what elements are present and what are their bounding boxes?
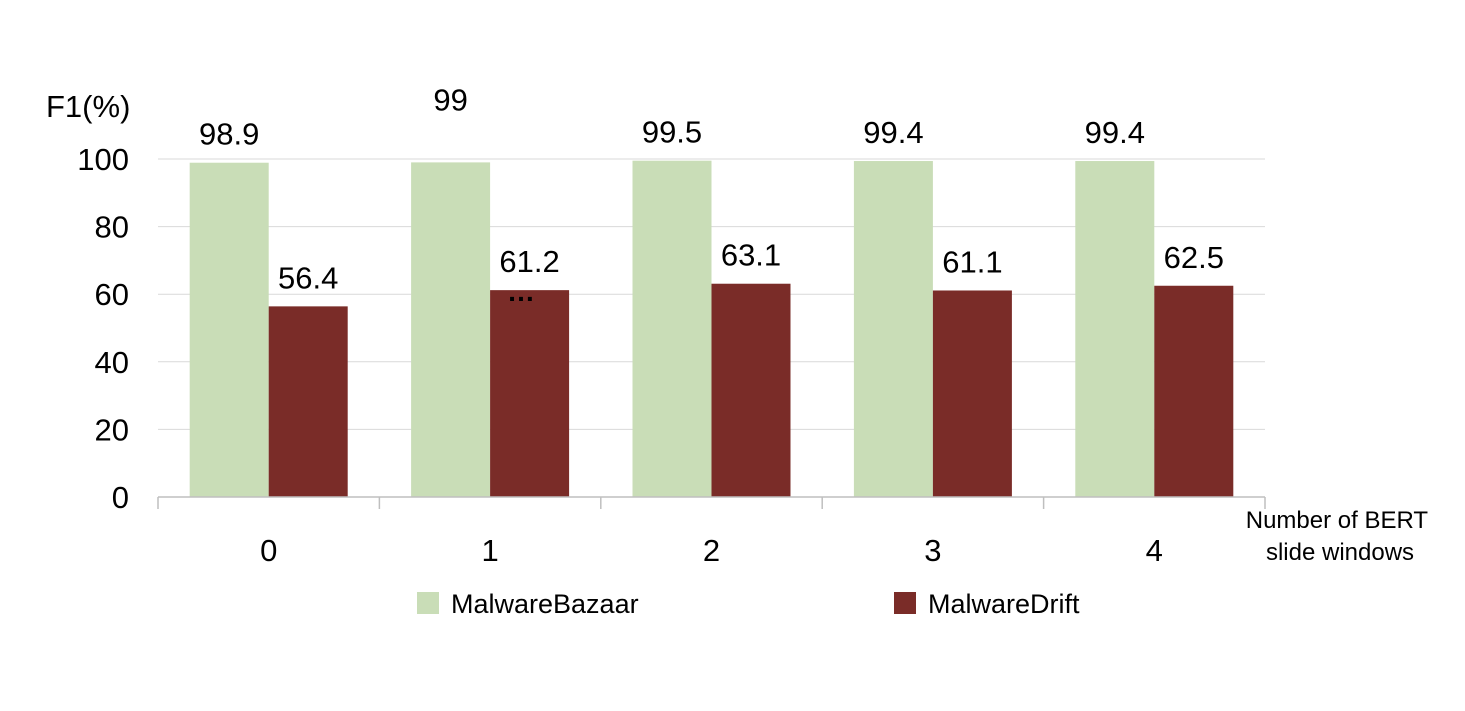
data-label: 99.4 — [863, 115, 923, 150]
data-labels: 98.9 99 99.5 99.4 99.4 56.4 61.2 63.1 61.1 62.5 — [199, 82, 1224, 295]
bar — [632, 160, 712, 497]
legend-label: MalwareDrift — [928, 589, 1080, 619]
y-tick-label: 40 — [95, 345, 129, 380]
bar — [1075, 161, 1155, 497]
data-label: 56.4 — [278, 260, 338, 295]
x-axis-title: Number of BERT slide windows — [1246, 507, 1435, 566]
data-label: 99.4 — [1085, 115, 1145, 150]
y-tick-label: 60 — [95, 277, 129, 312]
data-label: 99.5 — [642, 115, 702, 150]
data-label: 99 — [433, 82, 467, 117]
bar — [853, 161, 933, 497]
bar — [711, 283, 791, 497]
legend-label: MalwareBazaar — [451, 589, 639, 619]
x-axis-title-line-1: Number of BERT — [1246, 507, 1429, 534]
annotation-ellipsis: … — [507, 276, 535, 307]
x-tick-label: 0 — [260, 533, 277, 568]
data-label: 98.9 — [199, 117, 259, 152]
y-tick-label: 100 — [77, 142, 129, 177]
y-tick-label: 80 — [95, 210, 129, 245]
y-tick-label: 20 — [95, 412, 129, 447]
bar — [490, 290, 570, 497]
bar — [268, 306, 348, 497]
x-axis-title-line-2: slide windows — [1266, 539, 1414, 566]
y-axis-title: F1(%) — [46, 89, 130, 124]
bar — [189, 162, 269, 497]
x-tick-label: 2 — [703, 533, 720, 568]
x-tick-label: 3 — [924, 533, 941, 568]
y-tick-label: 0 — [112, 480, 129, 515]
y-axis-ticks: 0 20 40 60 80 100 — [77, 142, 129, 515]
x-tick-label: 4 — [1146, 533, 1163, 568]
legend-swatch — [894, 592, 916, 614]
legend-swatch — [417, 592, 439, 614]
legend: MalwareBazaar MalwareDrift — [417, 589, 1080, 619]
data-label: 63.1 — [721, 238, 781, 273]
x-tick-label: 1 — [481, 533, 498, 568]
bar — [932, 290, 1012, 497]
bars — [189, 160, 1234, 497]
data-label: 61.1 — [942, 244, 1002, 279]
data-label: 61.2 — [499, 244, 559, 279]
bar — [411, 162, 491, 497]
x-axis-ticks: 0 1 2 3 4 — [260, 533, 1163, 568]
bar — [1154, 285, 1234, 497]
data-label: 62.5 — [1164, 240, 1224, 275]
x-axis — [157, 496, 1266, 509]
